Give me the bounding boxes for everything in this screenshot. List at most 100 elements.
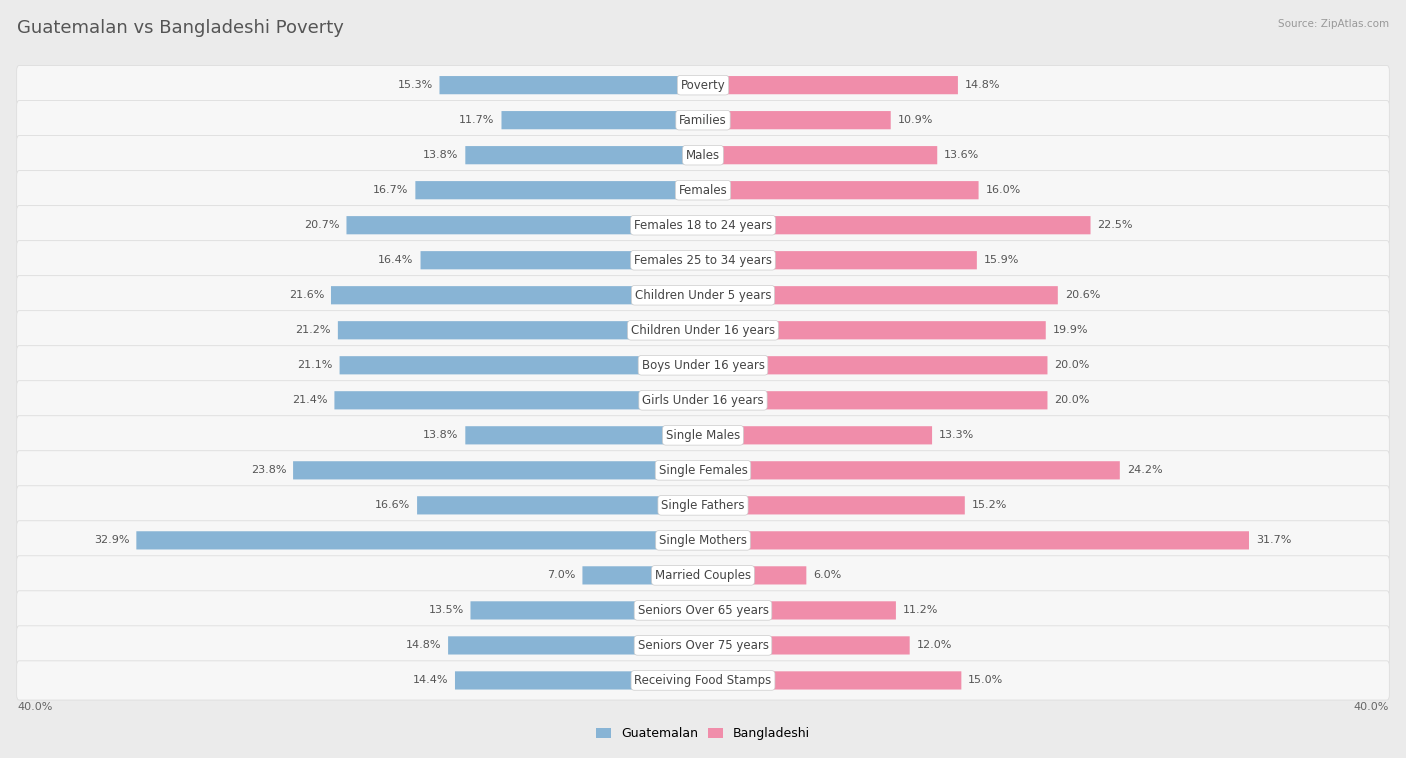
Text: Children Under 5 years: Children Under 5 years (634, 289, 772, 302)
Text: Guatemalan vs Bangladeshi Poverty: Guatemalan vs Bangladeshi Poverty (17, 19, 343, 37)
Text: Single Mothers: Single Mothers (659, 534, 747, 547)
Text: 13.8%: 13.8% (423, 150, 458, 160)
Text: Girls Under 16 years: Girls Under 16 years (643, 394, 763, 407)
Text: Children Under 16 years: Children Under 16 years (631, 324, 775, 337)
FancyBboxPatch shape (17, 661, 1389, 700)
Text: 11.2%: 11.2% (903, 606, 938, 615)
FancyBboxPatch shape (17, 486, 1389, 525)
FancyBboxPatch shape (292, 461, 703, 479)
Text: 20.6%: 20.6% (1064, 290, 1099, 300)
FancyBboxPatch shape (703, 531, 1249, 550)
FancyBboxPatch shape (17, 276, 1389, 315)
Text: Married Couples: Married Couples (655, 569, 751, 582)
FancyBboxPatch shape (703, 216, 1091, 234)
FancyBboxPatch shape (17, 626, 1389, 665)
FancyBboxPatch shape (703, 496, 965, 515)
Text: 16.7%: 16.7% (373, 185, 409, 196)
Text: 22.5%: 22.5% (1098, 221, 1133, 230)
Text: 40.0%: 40.0% (17, 702, 53, 712)
Text: 13.8%: 13.8% (423, 431, 458, 440)
Text: 40.0%: 40.0% (1353, 702, 1389, 712)
FancyBboxPatch shape (703, 286, 1057, 305)
Text: Females: Females (679, 183, 727, 196)
Text: 23.8%: 23.8% (250, 465, 287, 475)
Text: Poverty: Poverty (681, 79, 725, 92)
FancyBboxPatch shape (335, 391, 703, 409)
FancyBboxPatch shape (337, 321, 703, 340)
Text: 21.2%: 21.2% (295, 325, 330, 335)
FancyBboxPatch shape (440, 76, 703, 94)
FancyBboxPatch shape (17, 451, 1389, 490)
Text: Females 18 to 24 years: Females 18 to 24 years (634, 219, 772, 232)
FancyBboxPatch shape (17, 311, 1389, 350)
FancyBboxPatch shape (465, 146, 703, 164)
FancyBboxPatch shape (471, 601, 703, 619)
FancyBboxPatch shape (17, 205, 1389, 245)
FancyBboxPatch shape (17, 240, 1389, 280)
FancyBboxPatch shape (17, 521, 1389, 560)
FancyBboxPatch shape (703, 146, 938, 164)
FancyBboxPatch shape (136, 531, 703, 550)
Text: 10.9%: 10.9% (897, 115, 934, 125)
Text: Males: Males (686, 149, 720, 161)
Text: 15.3%: 15.3% (398, 80, 433, 90)
FancyBboxPatch shape (703, 566, 807, 584)
Text: Females 25 to 34 years: Females 25 to 34 years (634, 254, 772, 267)
Text: 21.4%: 21.4% (292, 396, 328, 406)
FancyBboxPatch shape (703, 426, 932, 444)
Text: Single Males: Single Males (666, 429, 740, 442)
Text: 13.3%: 13.3% (939, 431, 974, 440)
FancyBboxPatch shape (703, 251, 977, 269)
Text: 21.1%: 21.1% (297, 360, 333, 370)
Text: 16.6%: 16.6% (375, 500, 411, 510)
Text: 7.0%: 7.0% (547, 570, 575, 581)
FancyBboxPatch shape (420, 251, 703, 269)
FancyBboxPatch shape (346, 216, 703, 234)
Text: 13.6%: 13.6% (945, 150, 980, 160)
FancyBboxPatch shape (703, 461, 1119, 479)
Text: 32.9%: 32.9% (94, 535, 129, 545)
Text: 20.7%: 20.7% (304, 221, 340, 230)
Text: 15.2%: 15.2% (972, 500, 1007, 510)
FancyBboxPatch shape (703, 356, 1047, 374)
Text: 11.7%: 11.7% (460, 115, 495, 125)
Text: 15.0%: 15.0% (969, 675, 1004, 685)
FancyBboxPatch shape (465, 426, 703, 444)
Text: Seniors Over 65 years: Seniors Over 65 years (637, 604, 769, 617)
Text: 20.0%: 20.0% (1054, 360, 1090, 370)
FancyBboxPatch shape (17, 381, 1389, 420)
Text: 16.0%: 16.0% (986, 185, 1021, 196)
Text: 6.0%: 6.0% (813, 570, 841, 581)
FancyBboxPatch shape (703, 601, 896, 619)
Legend: Guatemalan, Bangladeshi: Guatemalan, Bangladeshi (591, 722, 815, 745)
FancyBboxPatch shape (330, 286, 703, 305)
Text: 20.0%: 20.0% (1054, 396, 1090, 406)
Text: Seniors Over 75 years: Seniors Over 75 years (637, 639, 769, 652)
Text: 12.0%: 12.0% (917, 641, 952, 650)
Text: 24.2%: 24.2% (1126, 465, 1163, 475)
Text: 13.5%: 13.5% (429, 606, 464, 615)
FancyBboxPatch shape (582, 566, 703, 584)
FancyBboxPatch shape (340, 356, 703, 374)
Text: Single Females: Single Females (658, 464, 748, 477)
FancyBboxPatch shape (415, 181, 703, 199)
FancyBboxPatch shape (17, 590, 1389, 630)
Text: 14.8%: 14.8% (406, 641, 441, 650)
FancyBboxPatch shape (17, 65, 1389, 105)
FancyBboxPatch shape (17, 346, 1389, 385)
Text: Source: ZipAtlas.com: Source: ZipAtlas.com (1278, 19, 1389, 29)
FancyBboxPatch shape (703, 636, 910, 654)
FancyBboxPatch shape (418, 496, 703, 515)
FancyBboxPatch shape (502, 111, 703, 130)
Text: Families: Families (679, 114, 727, 127)
FancyBboxPatch shape (703, 76, 957, 94)
Text: Boys Under 16 years: Boys Under 16 years (641, 359, 765, 371)
FancyBboxPatch shape (17, 171, 1389, 210)
Text: 21.6%: 21.6% (288, 290, 323, 300)
FancyBboxPatch shape (449, 636, 703, 654)
FancyBboxPatch shape (456, 672, 703, 690)
FancyBboxPatch shape (703, 672, 962, 690)
Text: Receiving Food Stamps: Receiving Food Stamps (634, 674, 772, 687)
Text: 14.8%: 14.8% (965, 80, 1000, 90)
Text: 19.9%: 19.9% (1053, 325, 1088, 335)
